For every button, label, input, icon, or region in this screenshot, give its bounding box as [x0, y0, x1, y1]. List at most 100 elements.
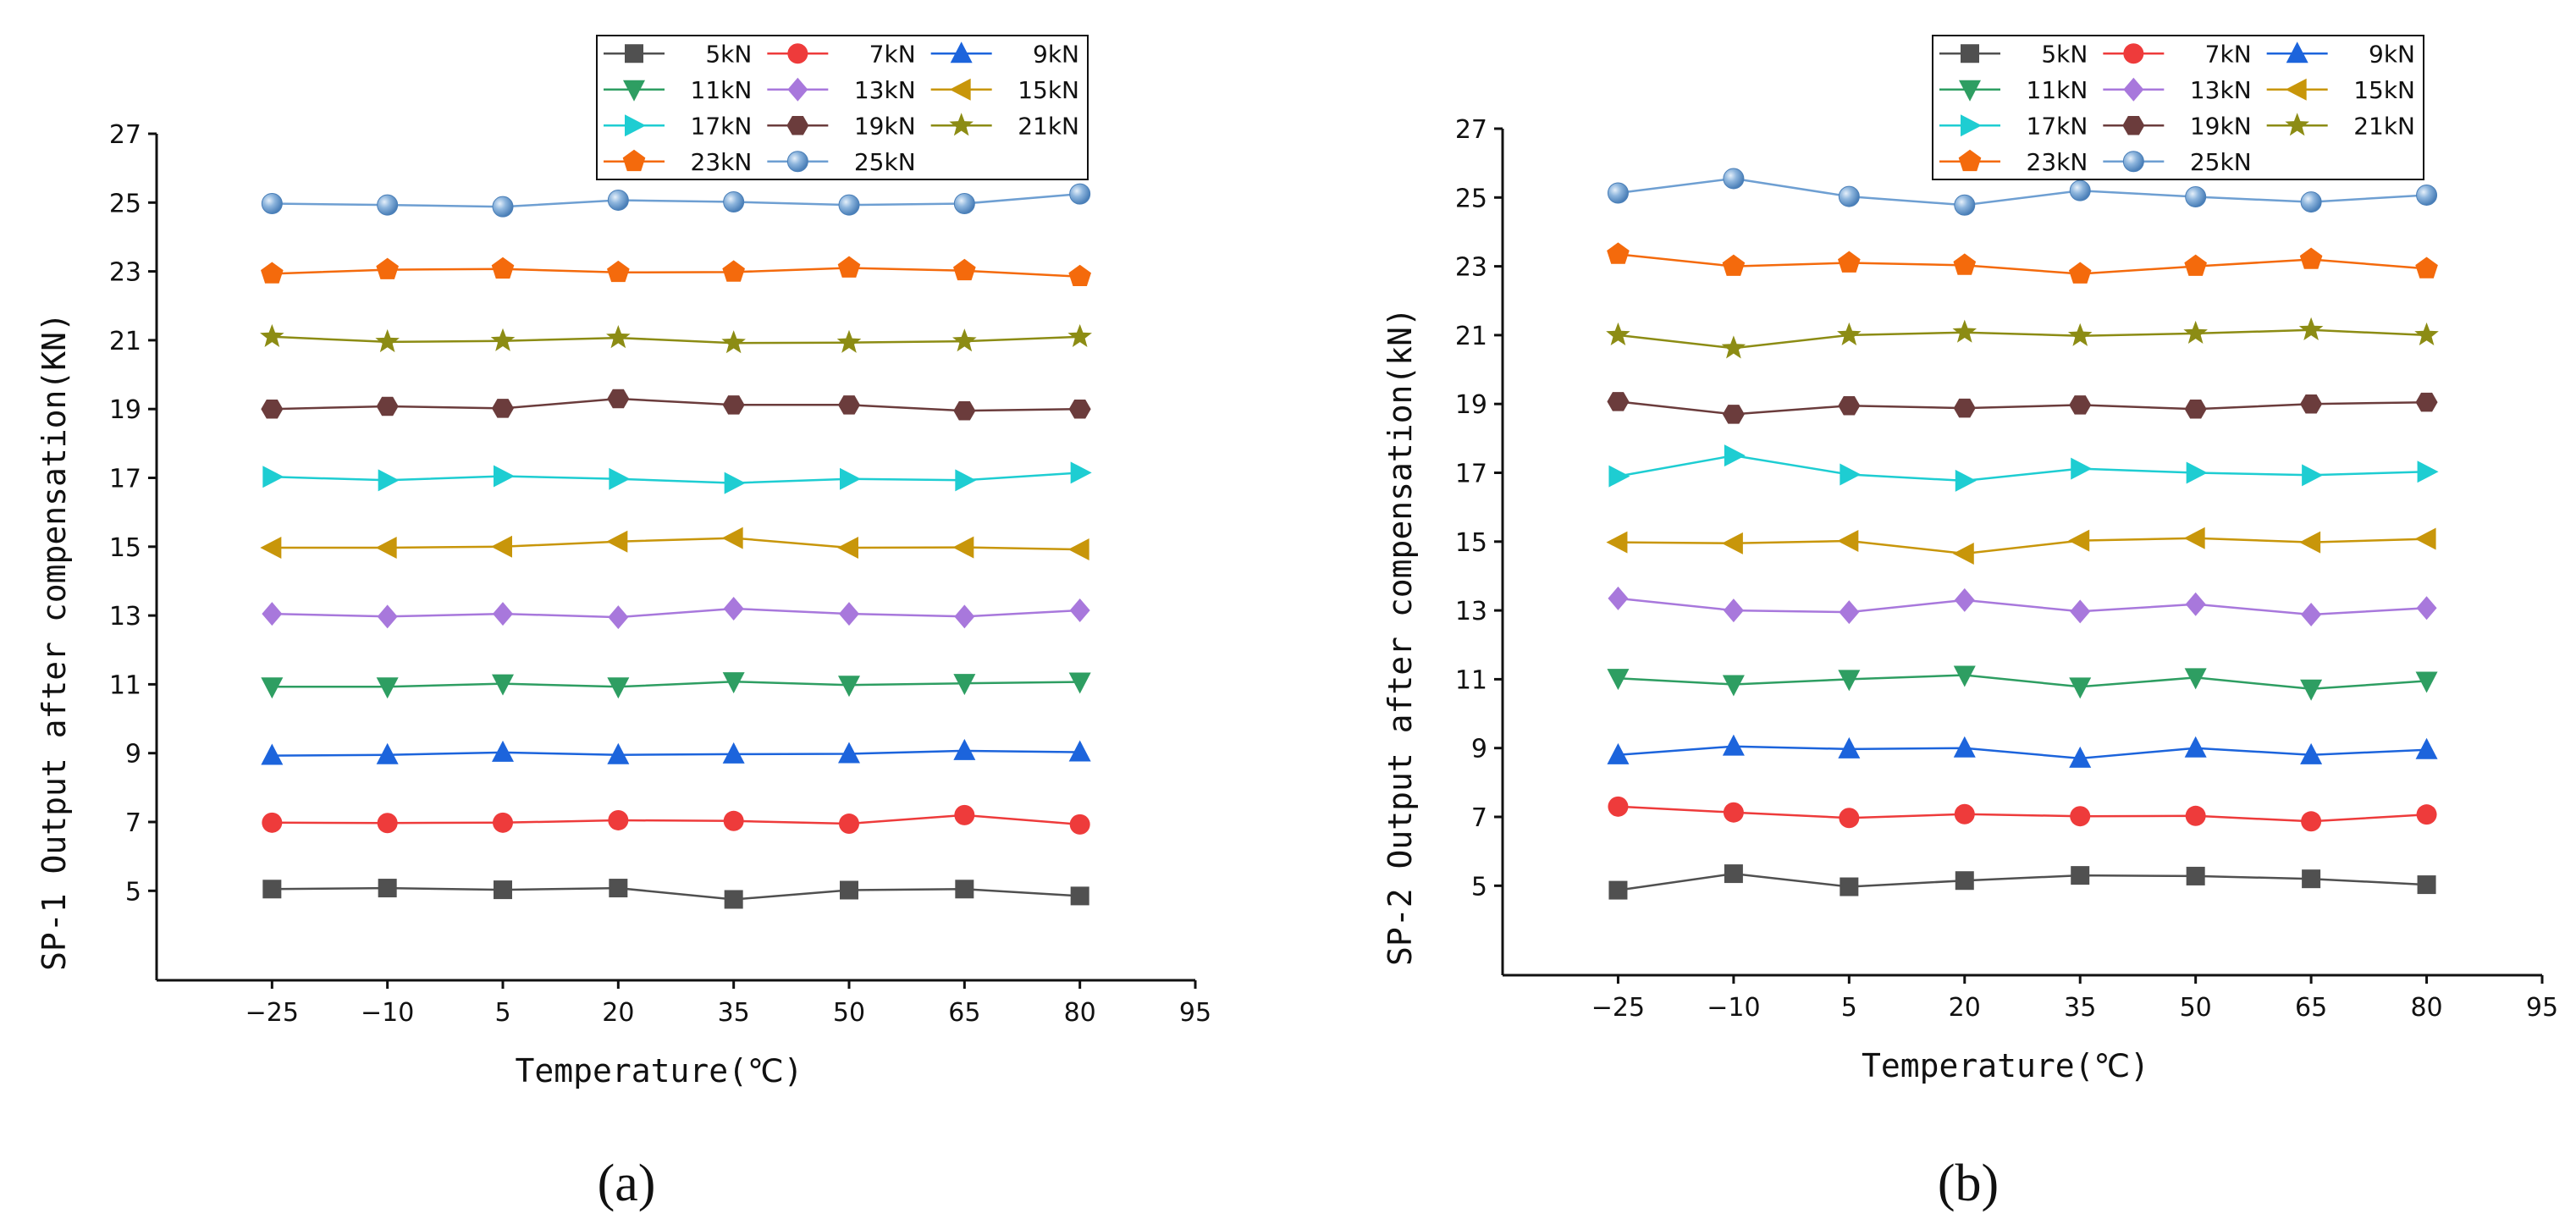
- data-point: [1955, 469, 1977, 492]
- series-line: [1618, 745, 2427, 760]
- legend-item: 7kN: [2103, 40, 2252, 68]
- legend-marker: [2122, 115, 2145, 135]
- series-line: [1618, 400, 2427, 416]
- data-point: [262, 602, 283, 626]
- data-point: [1607, 242, 1630, 264]
- series-line: [1618, 328, 2427, 350]
- legend-label: 19kN: [2190, 112, 2252, 140]
- series-7kN: [1608, 796, 2437, 832]
- data-point: [377, 604, 398, 629]
- data-point: [2301, 602, 2322, 626]
- y-tick-label: 11: [109, 670, 141, 700]
- x-tick-label: −25: [1591, 993, 1645, 1023]
- data-point: [261, 193, 283, 215]
- legend-marker: [2285, 78, 2307, 101]
- x-tick-label: 80: [1064, 998, 1096, 1028]
- x-tick-label: 65: [2295, 993, 2327, 1023]
- data-point: [1952, 543, 1974, 565]
- data-point: [2415, 671, 2438, 693]
- data-point: [2186, 866, 2205, 885]
- legend-marker: [625, 114, 646, 137]
- data-point: [377, 813, 398, 834]
- data-point: [378, 879, 397, 898]
- series-line: [272, 814, 1080, 826]
- y-tick-label: 5: [125, 877, 141, 907]
- series-line: [1618, 537, 2427, 555]
- data-point: [955, 880, 974, 899]
- legend-item: 19kN: [2103, 112, 2252, 140]
- data-point: [1954, 803, 1975, 825]
- data-point: [1840, 877, 1859, 896]
- y-tick-label: 9: [1471, 735, 1487, 764]
- data-point: [954, 804, 975, 825]
- data-point: [492, 740, 514, 762]
- y-tick-label: 19: [1455, 390, 1487, 420]
- data-point: [723, 596, 744, 621]
- legend-item: 15kN: [930, 76, 1079, 104]
- data-point: [2186, 461, 2208, 484]
- data-point: [494, 465, 515, 488]
- data-point: [261, 399, 284, 419]
- legend-item: 19kN: [767, 112, 916, 140]
- data-point: [838, 676, 860, 698]
- data-point: [724, 890, 743, 909]
- data-point: [953, 674, 976, 696]
- x-tick-label: −10: [1707, 993, 1760, 1023]
- data-point: [952, 536, 974, 559]
- data-point: [722, 742, 745, 764]
- series-15kN: [1606, 527, 2436, 565]
- y-tick-label: 5: [1471, 872, 1487, 902]
- data-point: [492, 674, 514, 696]
- legend-marker: [786, 115, 809, 135]
- data-point: [607, 677, 630, 699]
- legend-marker: [2122, 151, 2144, 173]
- data-point: [262, 880, 282, 899]
- data-point: [1721, 335, 1746, 359]
- data-point: [1607, 669, 1630, 691]
- data-point: [839, 602, 859, 626]
- data-point: [1724, 444, 1746, 467]
- data-point: [724, 472, 746, 494]
- y-tick-label: 23: [1455, 253, 1487, 283]
- chart-a: −25 −10 5 20 35 50 65 80 95 5 7 9 11 13 15 17 19 21 23 25 27…: [36, 35, 1211, 1089]
- series-25kN: [261, 183, 1091, 218]
- legend-marker: [623, 80, 645, 102]
- legend-label: 11kN: [691, 76, 753, 104]
- data-point: [1722, 405, 1745, 424]
- x-axis-label: Temperature(℃): [1862, 1047, 2149, 1084]
- data-point: [1723, 168, 1745, 190]
- data-point: [953, 258, 976, 281]
- legend-marker: [1958, 149, 1982, 172]
- legend-label: 21kN: [1018, 112, 1079, 140]
- data-point: [838, 742, 860, 764]
- legend-marker: [2123, 77, 2144, 102]
- series-line: [1618, 597, 2427, 616]
- legend-box: [596, 35, 1089, 180]
- data-point: [2298, 317, 2324, 340]
- data-point: [1608, 586, 1629, 610]
- data-point: [1954, 587, 1975, 612]
- data-point: [493, 602, 513, 626]
- x-tick-label: 65: [948, 998, 980, 1028]
- data-point: [608, 809, 629, 830]
- y-tick-label: 7: [1471, 803, 1487, 833]
- data-point: [491, 256, 515, 279]
- x-axis-label: Temperature(℃): [515, 1052, 803, 1089]
- data-point: [2185, 592, 2206, 616]
- legend-item: 25kN: [767, 148, 916, 176]
- data-point: [2067, 323, 2093, 346]
- legend-item: 9kN: [2266, 40, 2415, 68]
- legend-label: 21kN: [2353, 112, 2415, 140]
- legend-item: 17kN: [604, 112, 752, 140]
- legend-item: 21kN: [930, 112, 1079, 140]
- legend-label: 15kN: [2353, 76, 2415, 104]
- y-axis-label: SP-1 Output after compensation(KN): [36, 312, 73, 971]
- legend-item: 25kN: [2103, 148, 2252, 176]
- data-point: [1838, 670, 1861, 692]
- data-point: [375, 328, 400, 353]
- series-line: [1618, 454, 2427, 483]
- data-point: [1837, 322, 1862, 346]
- legend-marker: [1961, 114, 1982, 137]
- data-point: [2183, 527, 2205, 549]
